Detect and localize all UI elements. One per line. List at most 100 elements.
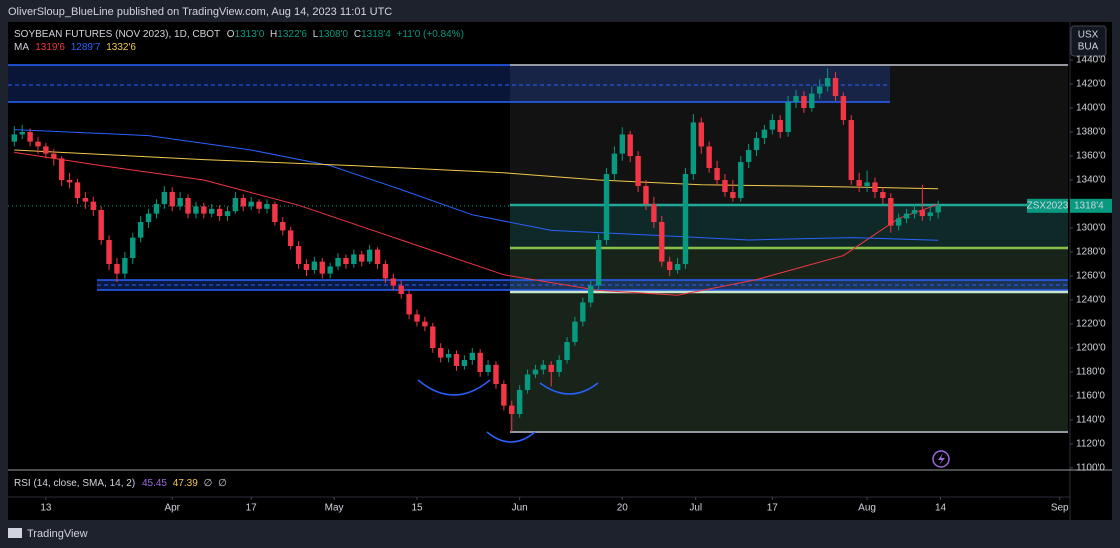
candle-body bbox=[303, 264, 310, 271]
candle-body bbox=[406, 294, 412, 315]
candle-body bbox=[359, 254, 365, 262]
candle-body bbox=[437, 348, 444, 358]
candle-body bbox=[445, 354, 452, 358]
candle-body bbox=[130, 237, 136, 259]
green-zone bbox=[510, 248, 1068, 432]
teal-band bbox=[510, 205, 1068, 248]
alert-icon[interactable] bbox=[932, 450, 950, 468]
arc-drawing bbox=[417, 379, 491, 396]
symbol-legend: SOYBEAN FUTURES (NOV 2023), 1D, CBOT O13… bbox=[14, 29, 464, 40]
candle-body bbox=[619, 134, 626, 154]
candle-body bbox=[935, 205, 941, 213]
candle-body bbox=[280, 222, 286, 231]
y-tick-label: 1440'0 bbox=[1076, 55, 1106, 66]
candle-body bbox=[864, 182, 870, 187]
candle-body bbox=[11, 134, 18, 142]
candle-body bbox=[548, 364, 554, 373]
y-tick-label: 1140'0 bbox=[1076, 415, 1105, 426]
rsi-label: RSI (14, close, SMA, 14, 2) bbox=[14, 478, 135, 489]
ma-label: MA bbox=[14, 42, 29, 53]
candle-body bbox=[556, 360, 562, 373]
candle-body bbox=[453, 354, 460, 367]
currency-box[interactable] bbox=[1070, 25, 1107, 57]
rsi-legend: RSI (14, close, SMA, 14, 2) 45.45 47.39 … bbox=[14, 478, 227, 489]
candle-body bbox=[659, 222, 665, 262]
candle-body bbox=[240, 198, 246, 207]
arc-drawing bbox=[539, 382, 599, 395]
candle-body bbox=[698, 122, 704, 147]
open: 1313'0 bbox=[235, 29, 265, 40]
x-tick-label: May bbox=[325, 503, 344, 514]
x-tick-label: 17 bbox=[246, 503, 258, 514]
candle-body bbox=[524, 374, 531, 391]
high-prefix: H bbox=[270, 29, 277, 40]
unit: BUA bbox=[1078, 42, 1099, 53]
candle-body bbox=[588, 285, 594, 303]
candle-body bbox=[603, 174, 610, 241]
candle-body bbox=[177, 198, 183, 207]
candle-body bbox=[745, 150, 752, 163]
brand: TradingView bbox=[27, 528, 88, 540]
ma-value: 1319'6 bbox=[35, 42, 65, 53]
candle-body bbox=[572, 321, 578, 343]
candle-body bbox=[137, 222, 144, 238]
candle-body bbox=[209, 208, 215, 214]
y-tick-label: 1180'0 bbox=[1076, 367, 1105, 378]
y-tick-label: 1240'0 bbox=[1076, 295, 1106, 306]
y-tick-label: 1420'0 bbox=[1076, 79, 1106, 90]
candle-body bbox=[469, 352, 475, 361]
candle-body bbox=[366, 249, 373, 262]
low: 1308'0 bbox=[318, 29, 348, 40]
candle-body bbox=[122, 258, 128, 274]
candle-body bbox=[66, 180, 73, 183]
moving-average bbox=[14, 129, 939, 241]
rsi-value: 47.39 bbox=[173, 478, 198, 489]
candle-body bbox=[193, 206, 199, 214]
candle-body bbox=[327, 266, 333, 274]
moving-average bbox=[14, 149, 939, 190]
candle-body bbox=[27, 132, 33, 142]
candle-body bbox=[880, 192, 886, 199]
candle-body bbox=[98, 210, 104, 241]
candle-body bbox=[501, 384, 507, 406]
currency: USX bbox=[1078, 30, 1099, 41]
candle-body bbox=[722, 180, 728, 193]
close-prefix: C bbox=[354, 29, 361, 40]
candle-body bbox=[580, 302, 586, 322]
supply-zone bbox=[8, 65, 890, 102]
y-tick-label: 1280'0 bbox=[1076, 247, 1106, 258]
alert-bolt bbox=[938, 453, 945, 465]
candle-body bbox=[651, 204, 657, 223]
candle-body bbox=[682, 174, 689, 265]
candle-body bbox=[824, 78, 831, 87]
ma-value: 1289'7 bbox=[71, 42, 101, 53]
candle-body bbox=[335, 258, 341, 267]
candle-body bbox=[761, 129, 768, 139]
candle-body bbox=[422, 321, 428, 327]
candle-body bbox=[343, 258, 349, 265]
candle-body bbox=[35, 141, 41, 147]
candle-body bbox=[730, 192, 736, 199]
candle-body bbox=[169, 192, 175, 207]
candle-body bbox=[311, 261, 318, 271]
x-tick-label: 17 bbox=[767, 503, 779, 514]
candle-body bbox=[287, 230, 294, 247]
candle-body bbox=[809, 93, 815, 109]
rsi-na: ∅ bbox=[218, 478, 227, 489]
publisher-line: OliverSloup_BlueLine published on Tradin… bbox=[8, 6, 393, 18]
candle-body bbox=[801, 96, 807, 109]
ma-value: 1332'6 bbox=[106, 42, 136, 53]
candle-body bbox=[477, 352, 483, 373]
ticker-tag: ZSX2023 bbox=[1027, 200, 1069, 211]
y-tick-label: 1220'0 bbox=[1076, 319, 1106, 330]
candle-body bbox=[224, 211, 231, 217]
candle-body bbox=[43, 146, 49, 154]
y-tick-label: 1260'0 bbox=[1076, 271, 1106, 282]
y-tick-label: 1300'0 bbox=[1076, 223, 1106, 234]
candle-body bbox=[769, 120, 776, 130]
candle-body bbox=[872, 182, 878, 193]
x-tick-label: Aug bbox=[858, 503, 876, 514]
candle-body bbox=[82, 198, 89, 202]
